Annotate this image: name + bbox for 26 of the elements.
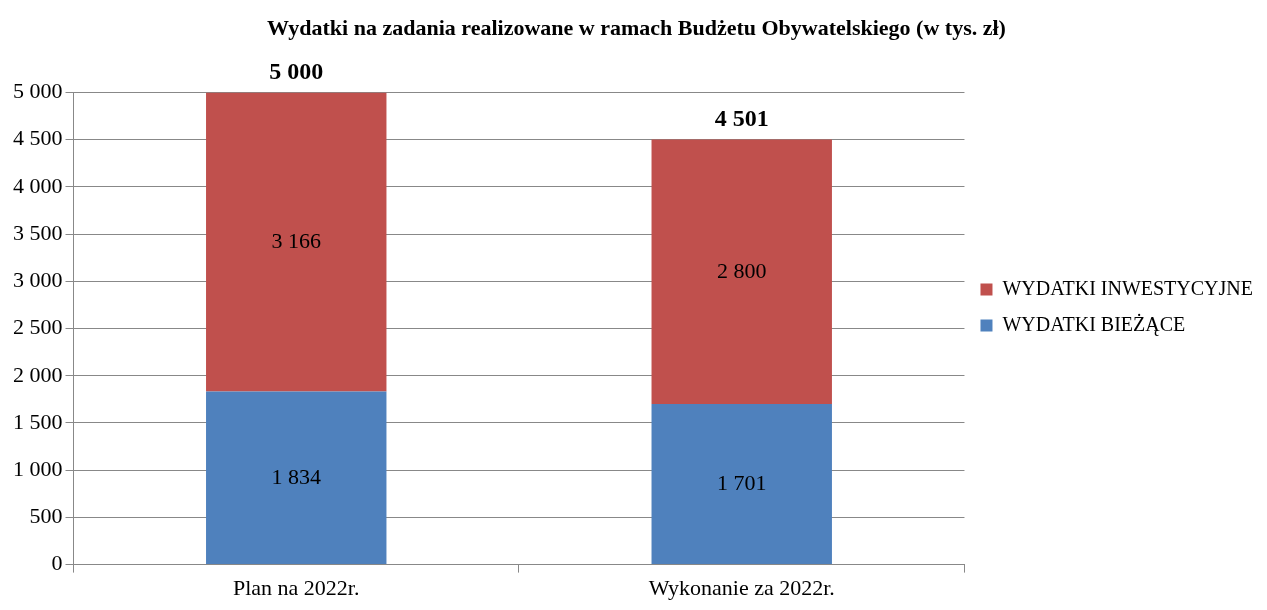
x-tick-label: Wykonanie za 2022r.	[648, 574, 835, 600]
bar	[651, 139, 832, 404]
y-tick-label: 5 000	[13, 78, 63, 104]
total-label: 4 501	[714, 104, 769, 131]
legend-label: WYDATKI INWESTYCYJNE	[1002, 276, 1254, 299]
data-label: 1 834	[271, 463, 321, 489]
total-label: 5 000	[269, 57, 324, 84]
chart-title: Wydatki na zadania realizowane w ramach Budżetu Obywatelskiego (w tys. zł)	[267, 14, 1006, 40]
y-tick-label: 1 500	[13, 408, 63, 434]
y-tick-label: 0	[51, 550, 63, 576]
y-tick-label: 3 000	[13, 267, 63, 293]
y-tick-label: 2 500	[13, 314, 63, 340]
y-tick-label: 3 500	[13, 219, 63, 245]
bar	[206, 92, 387, 392]
x-tick-label: Plan na 2022r.	[233, 574, 360, 600]
data-label: 3 166	[271, 227, 321, 253]
y-tick-label: 2 000	[13, 361, 63, 387]
y-tick-label: 1 000	[13, 455, 63, 481]
y-tick-label: 4 500	[13, 125, 63, 151]
y-tick-label: 500	[29, 503, 63, 529]
data-label: 2 800	[716, 257, 767, 283]
data-label: 1 701	[716, 469, 767, 495]
y-tick-label: 4 000	[13, 172, 63, 198]
legend-label: WYDATKI BIEŻĄCE	[1002, 312, 1186, 336]
bar	[206, 391, 387, 565]
bar	[651, 403, 832, 565]
